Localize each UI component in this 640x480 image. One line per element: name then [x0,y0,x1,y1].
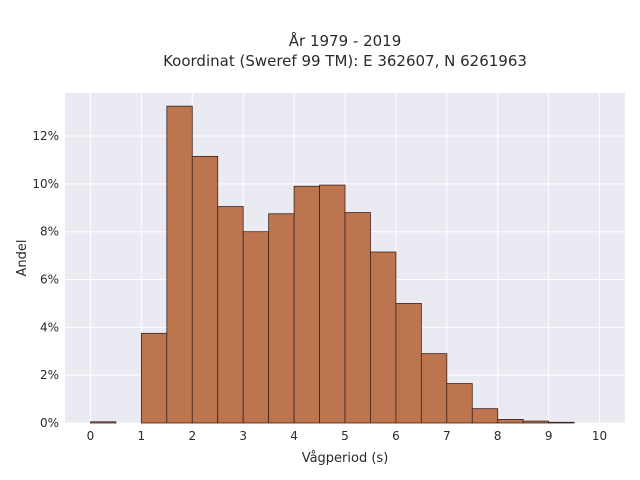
histogram-bar [140,332,168,424]
histogram-bar [293,185,320,424]
chart-title: År 1979 - 2019 [289,31,402,50]
x-axis-label: Vågperiod (s) [302,451,389,466]
x-tick-label: 6 [392,429,400,443]
histogram-bar [548,421,575,424]
histogram-bar [446,383,473,424]
x-tick-label: 8 [494,429,502,443]
x-tick-label: 10 [592,429,607,443]
x-tick-label: 9 [545,429,553,443]
x-tick-label: 0 [87,429,95,443]
histogram-bar [268,213,295,424]
y-tick-label: 2% [40,368,59,382]
y-tick-label: 4% [40,320,59,334]
histogram-bar [471,408,499,424]
y-tick-label: 10% [32,177,59,191]
histogram-bar [319,184,346,424]
bars [90,105,575,424]
x-tick-label: 3 [239,429,247,443]
histogram-bar [166,105,193,424]
histogram-bar [370,251,397,424]
y-tick-label: 0% [40,416,59,430]
histogram-bar [522,420,550,424]
x-tick-label: 7 [443,429,451,443]
histogram-bar [217,206,244,424]
histogram-bar [242,231,270,424]
histogram-bar [191,155,219,424]
histogram-bar [395,303,422,424]
histogram-bar [90,421,117,424]
y-tick-label: 12% [32,129,59,143]
x-tick-label: 5 [341,429,349,443]
x-tick-label: 1 [138,429,146,443]
y-tick-label: 6% [40,273,59,287]
histogram-bar [344,212,371,424]
histogram-bar [420,353,448,424]
y-axis-label: Andel [15,240,30,277]
x-tick-labels: 0 1 2 3 4 5 6 7 8 9 10 [87,429,608,443]
x-tick-label: 2 [188,429,196,443]
y-tick-label: 8% [40,225,59,239]
y-tick-labels: 0% 2% 4% 6% 8% 10% 12% [32,129,59,430]
histogram-bar [497,419,524,424]
chart-subtitle: Koordinat (Sweref 99 TM): E 362607, N 62… [163,52,527,70]
x-tick-label: 4 [290,429,298,443]
